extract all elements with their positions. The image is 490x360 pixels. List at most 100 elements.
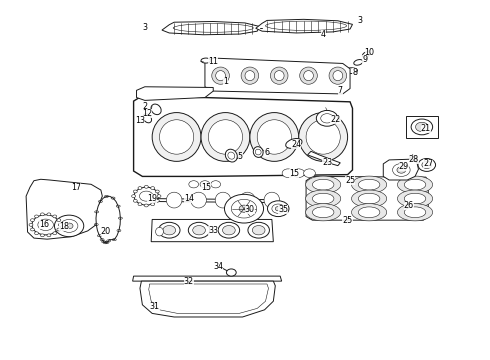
Circle shape <box>151 186 155 189</box>
Ellipse shape <box>240 192 255 208</box>
Ellipse shape <box>397 204 433 221</box>
Circle shape <box>157 195 161 198</box>
Polygon shape <box>151 220 273 242</box>
Text: 1: 1 <box>223 77 228 86</box>
Text: 8: 8 <box>352 68 357 77</box>
Circle shape <box>189 181 198 188</box>
Circle shape <box>29 224 33 226</box>
Text: 17: 17 <box>72 183 81 192</box>
Circle shape <box>293 169 305 177</box>
Ellipse shape <box>152 113 201 161</box>
Circle shape <box>138 203 142 206</box>
Ellipse shape <box>166 192 182 208</box>
Ellipse shape <box>245 71 255 81</box>
Ellipse shape <box>351 176 387 193</box>
Ellipse shape <box>358 179 380 190</box>
Ellipse shape <box>313 207 334 218</box>
Ellipse shape <box>354 59 363 65</box>
Ellipse shape <box>404 193 426 204</box>
Polygon shape <box>140 281 275 317</box>
Circle shape <box>54 215 84 237</box>
Ellipse shape <box>286 139 302 148</box>
Text: 27: 27 <box>423 159 433 168</box>
Ellipse shape <box>397 190 433 207</box>
Circle shape <box>41 213 44 216</box>
Ellipse shape <box>215 192 231 208</box>
Polygon shape <box>383 159 418 180</box>
Ellipse shape <box>313 193 334 204</box>
Text: 20: 20 <box>100 228 111 237</box>
Polygon shape <box>162 22 260 35</box>
Ellipse shape <box>201 58 211 63</box>
Text: 4: 4 <box>320 30 326 39</box>
Polygon shape <box>308 151 340 166</box>
Ellipse shape <box>274 71 284 81</box>
Text: 29: 29 <box>399 162 409 171</box>
Ellipse shape <box>208 120 243 154</box>
Text: 2: 2 <box>142 102 147 111</box>
Ellipse shape <box>216 71 225 81</box>
Text: 22: 22 <box>330 115 341 124</box>
Circle shape <box>252 226 265 235</box>
Polygon shape <box>96 196 121 243</box>
Circle shape <box>57 219 61 222</box>
Circle shape <box>133 190 137 193</box>
Circle shape <box>321 114 333 123</box>
Polygon shape <box>134 96 352 176</box>
Circle shape <box>38 219 53 230</box>
Ellipse shape <box>253 147 263 157</box>
Ellipse shape <box>306 190 341 207</box>
Circle shape <box>30 219 34 222</box>
Ellipse shape <box>351 190 387 207</box>
Ellipse shape <box>264 192 280 208</box>
Ellipse shape <box>358 207 380 218</box>
Circle shape <box>231 199 257 218</box>
Ellipse shape <box>191 192 206 208</box>
Circle shape <box>222 226 235 235</box>
Ellipse shape <box>300 67 318 84</box>
Text: 24: 24 <box>291 140 301 149</box>
Circle shape <box>53 232 57 235</box>
Circle shape <box>145 204 148 207</box>
Circle shape <box>218 222 240 238</box>
Ellipse shape <box>212 67 229 84</box>
Circle shape <box>155 199 159 202</box>
Circle shape <box>411 119 433 135</box>
Ellipse shape <box>241 67 259 84</box>
Ellipse shape <box>304 71 314 81</box>
Circle shape <box>159 222 180 238</box>
Text: 7: 7 <box>338 86 343 95</box>
Text: 30: 30 <box>245 205 255 214</box>
Circle shape <box>35 232 38 235</box>
Ellipse shape <box>270 67 288 84</box>
Circle shape <box>41 234 44 237</box>
Circle shape <box>138 186 142 189</box>
Ellipse shape <box>143 114 151 123</box>
Circle shape <box>140 191 153 201</box>
Circle shape <box>30 228 34 231</box>
Text: 10: 10 <box>365 48 374 57</box>
Text: 3: 3 <box>357 16 362 25</box>
Text: 34: 34 <box>213 262 223 271</box>
Ellipse shape <box>329 67 346 84</box>
Circle shape <box>226 269 236 276</box>
Text: 12: 12 <box>142 109 152 118</box>
Circle shape <box>163 226 175 235</box>
Ellipse shape <box>358 193 380 204</box>
Text: 28: 28 <box>409 155 418 164</box>
Polygon shape <box>256 19 352 33</box>
Circle shape <box>57 228 61 231</box>
Circle shape <box>239 205 249 212</box>
Text: 25: 25 <box>343 216 353 225</box>
Circle shape <box>272 204 285 213</box>
Circle shape <box>47 213 51 216</box>
Circle shape <box>65 223 73 229</box>
Ellipse shape <box>404 207 426 218</box>
Circle shape <box>134 187 159 205</box>
Ellipse shape <box>201 113 250 161</box>
Circle shape <box>145 185 148 188</box>
Text: 13: 13 <box>135 116 145 125</box>
Text: 33: 33 <box>208 226 218 235</box>
Circle shape <box>397 167 406 173</box>
Circle shape <box>422 161 432 168</box>
